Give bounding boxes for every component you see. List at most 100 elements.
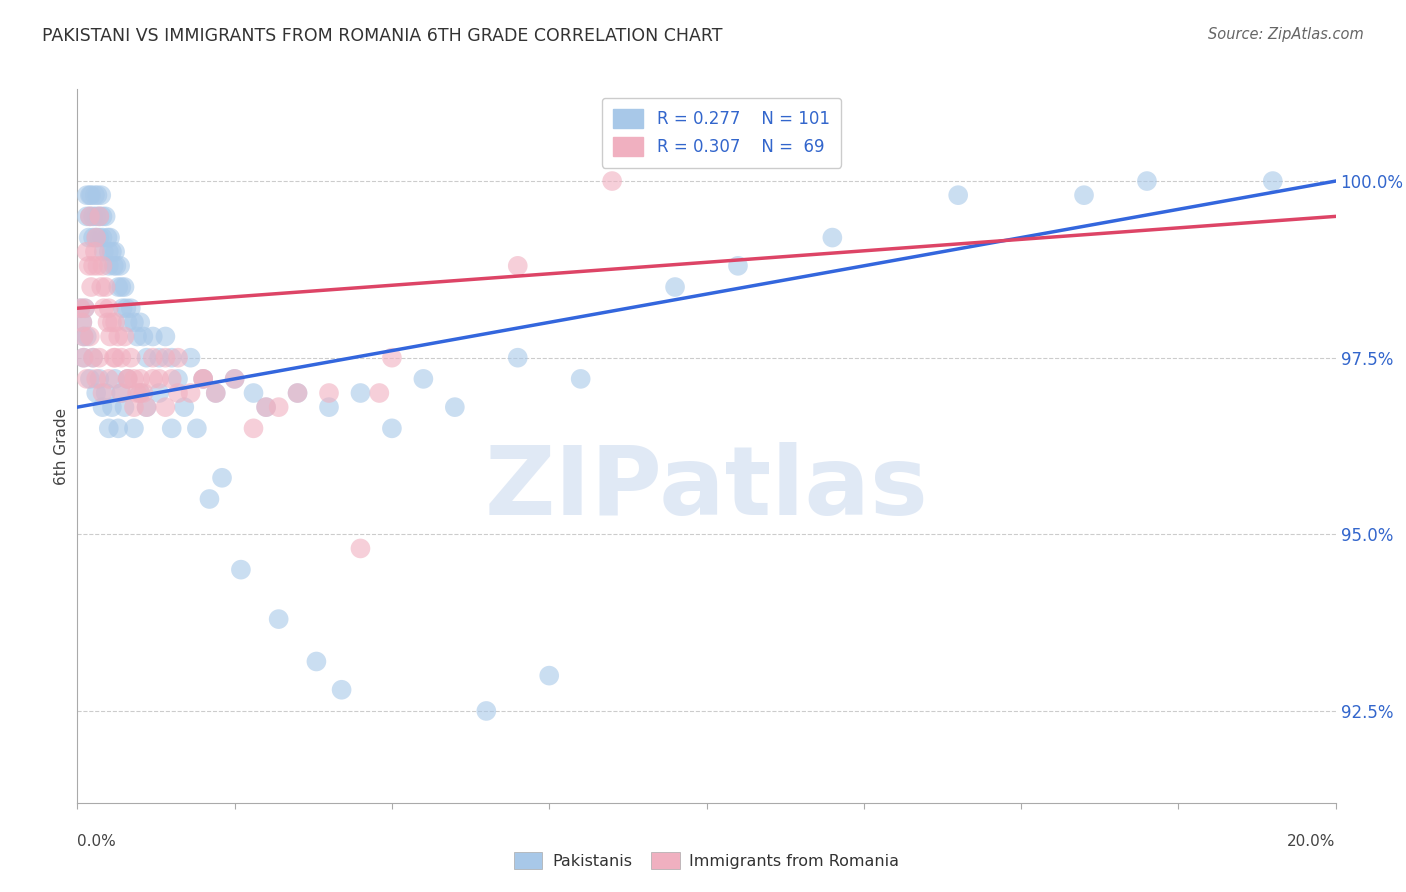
Point xyxy=(76,188,98,202)
Y-axis label: 6th Grade: 6th Grade xyxy=(53,408,69,484)
Point xyxy=(82,351,104,365)
Point xyxy=(94,386,117,401)
Point xyxy=(77,230,100,244)
Point xyxy=(76,244,98,259)
Point xyxy=(104,244,127,259)
Point xyxy=(72,351,94,365)
Point xyxy=(242,386,264,401)
Point xyxy=(84,230,107,244)
Point xyxy=(91,210,114,224)
Point xyxy=(305,655,328,669)
Point xyxy=(160,372,183,386)
Point xyxy=(89,372,111,386)
Point xyxy=(84,188,107,202)
Point xyxy=(77,259,100,273)
Point xyxy=(267,612,290,626)
Point xyxy=(122,315,145,329)
Point xyxy=(79,329,101,343)
Point xyxy=(97,244,120,259)
Point xyxy=(142,372,165,386)
Point xyxy=(90,188,112,202)
Point xyxy=(79,372,101,386)
Point xyxy=(129,386,152,401)
Point xyxy=(101,400,124,414)
Point xyxy=(381,421,404,435)
Point xyxy=(204,386,226,401)
Point xyxy=(76,210,98,224)
Point xyxy=(76,372,98,386)
Point xyxy=(129,372,152,386)
Point xyxy=(318,386,340,401)
Point xyxy=(80,280,103,294)
Point xyxy=(114,400,136,414)
Point xyxy=(664,280,686,294)
Point xyxy=(93,244,115,259)
Point xyxy=(122,372,145,386)
Point xyxy=(72,315,94,329)
Point xyxy=(127,386,149,401)
Point xyxy=(110,386,132,401)
Point xyxy=(224,372,246,386)
Point xyxy=(110,386,132,401)
Point xyxy=(412,372,434,386)
Point xyxy=(105,259,128,273)
Point xyxy=(82,230,104,244)
Point xyxy=(1073,188,1095,202)
Point xyxy=(110,351,132,365)
Point xyxy=(114,280,136,294)
Point xyxy=(117,315,139,329)
Point xyxy=(211,471,233,485)
Point xyxy=(148,351,170,365)
Point xyxy=(180,386,202,401)
Point xyxy=(368,386,391,401)
Point xyxy=(120,351,142,365)
Point xyxy=(160,421,183,435)
Point xyxy=(98,230,121,244)
Point xyxy=(198,491,221,506)
Point xyxy=(381,351,404,365)
Point xyxy=(103,259,125,273)
Point xyxy=(254,400,277,414)
Point xyxy=(84,386,107,401)
Point xyxy=(135,400,157,414)
Point xyxy=(82,259,104,273)
Point xyxy=(349,386,371,401)
Point xyxy=(90,280,112,294)
Point xyxy=(349,541,371,556)
Point xyxy=(91,400,114,414)
Point xyxy=(142,329,165,343)
Point xyxy=(103,351,125,365)
Point xyxy=(186,421,208,435)
Point xyxy=(107,421,129,435)
Point xyxy=(101,244,124,259)
Point xyxy=(91,230,114,244)
Point xyxy=(94,210,117,224)
Point xyxy=(117,372,139,386)
Point xyxy=(204,386,226,401)
Point xyxy=(132,329,155,343)
Point xyxy=(135,400,157,414)
Point xyxy=(72,351,94,365)
Point xyxy=(91,386,114,401)
Point xyxy=(569,372,592,386)
Point xyxy=(73,301,96,316)
Point xyxy=(242,421,264,435)
Point xyxy=(444,400,467,414)
Point xyxy=(135,351,157,365)
Point xyxy=(191,372,215,386)
Point xyxy=(948,188,970,202)
Text: 20.0%: 20.0% xyxy=(1288,834,1336,849)
Point xyxy=(287,386,309,401)
Point xyxy=(148,386,170,401)
Point xyxy=(727,259,749,273)
Point xyxy=(167,386,190,401)
Point xyxy=(69,301,91,316)
Point xyxy=(80,188,103,202)
Point xyxy=(117,372,139,386)
Point xyxy=(86,188,108,202)
Point xyxy=(122,400,145,414)
Point xyxy=(89,210,111,224)
Point xyxy=(142,351,165,365)
Point xyxy=(254,400,277,414)
Point xyxy=(89,230,111,244)
